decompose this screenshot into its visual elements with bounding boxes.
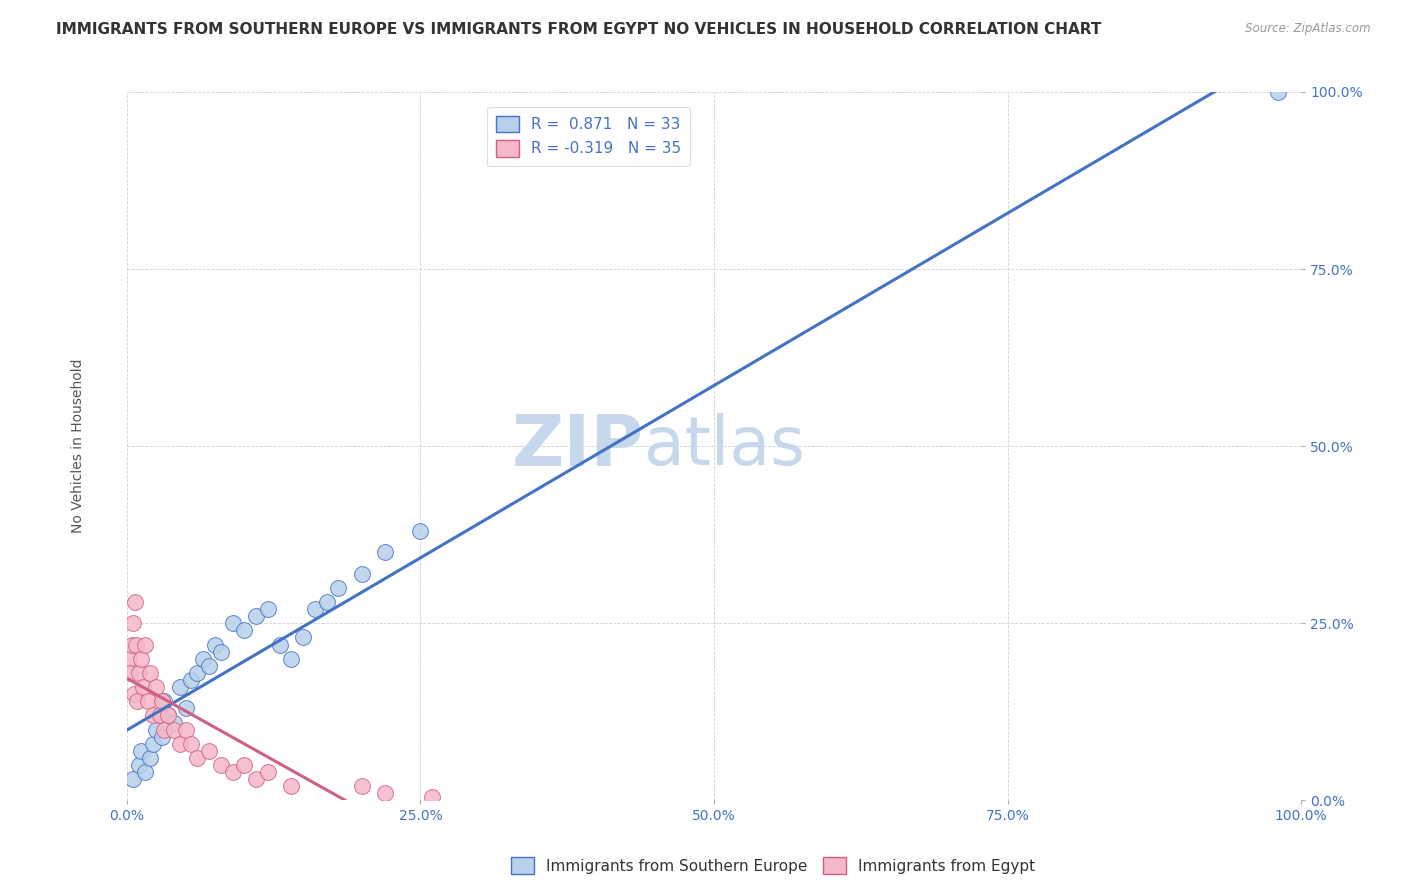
Point [129, 744, 152, 758]
Point [134, 638, 156, 652]
Text: ZIP: ZIP [512, 411, 644, 481]
Point [292, 631, 315, 645]
Point [256, 765, 278, 780]
Point [233, 758, 256, 772]
Point [150, 694, 173, 708]
Point [134, 765, 156, 780]
Point [350, 566, 373, 581]
Point [221, 616, 243, 631]
Point [304, 602, 326, 616]
Point [129, 651, 152, 665]
Point [128, 665, 150, 680]
Point [180, 673, 202, 687]
Point [139, 751, 162, 765]
Point [139, 665, 162, 680]
Point [150, 730, 173, 744]
Point [269, 638, 291, 652]
Point [125, 638, 148, 652]
Point [315, 595, 337, 609]
Point [280, 779, 302, 793]
Point [374, 786, 396, 800]
Point [121, 772, 143, 787]
Point [136, 694, 159, 708]
Point [256, 602, 278, 616]
Text: IMMIGRANTS FROM SOUTHERN EUROPE VS IMMIGRANTS FROM EGYPT NO VEHICLES IN HOUSEHOL: IMMIGRANTS FROM SOUTHERN EUROPE VS IMMIG… [56, 22, 1102, 37]
Point [1267, 85, 1289, 99]
Point [280, 651, 302, 665]
Point [350, 779, 373, 793]
Point [174, 701, 197, 715]
Point [186, 751, 208, 765]
Point [124, 595, 146, 609]
Point [221, 765, 243, 780]
Point [193, 651, 215, 665]
Point [142, 708, 165, 723]
Point [142, 737, 165, 751]
Point [121, 638, 143, 652]
Point [118, 651, 141, 665]
Point [245, 772, 267, 787]
Legend: R =  0.871   N = 33, R = -0.319   N = 35: R = 0.871 N = 33, R = -0.319 N = 35 [486, 106, 690, 166]
Point [153, 694, 176, 708]
Y-axis label: No Vehicles in Household: No Vehicles in Household [72, 359, 86, 533]
Point [328, 581, 350, 595]
Point [186, 665, 208, 680]
Point [120, 665, 142, 680]
Point [163, 715, 186, 730]
Point [209, 645, 232, 659]
Point [145, 723, 167, 737]
Point [245, 609, 267, 624]
Point [121, 616, 143, 631]
Point [122, 687, 145, 701]
Point [127, 694, 149, 708]
Point [374, 545, 396, 559]
Point [169, 680, 191, 694]
Point [198, 744, 221, 758]
Point [149, 708, 172, 723]
Point [174, 723, 197, 737]
Point [169, 737, 191, 751]
Point [204, 638, 226, 652]
Text: atlas: atlas [644, 413, 804, 479]
Point [145, 680, 167, 694]
Point [198, 658, 221, 673]
Point [156, 708, 179, 723]
Point [209, 758, 232, 772]
Legend: Immigrants from Southern Europe, Immigrants from Egypt: Immigrants from Southern Europe, Immigra… [505, 851, 1042, 880]
Point [163, 723, 186, 737]
Point [420, 789, 443, 804]
Text: Source: ZipAtlas.com: Source: ZipAtlas.com [1246, 22, 1371, 36]
Point [132, 680, 155, 694]
Point [409, 524, 432, 539]
Point [156, 708, 179, 723]
Point [180, 737, 202, 751]
Point [128, 758, 150, 772]
Point [233, 624, 256, 638]
Point [153, 723, 176, 737]
